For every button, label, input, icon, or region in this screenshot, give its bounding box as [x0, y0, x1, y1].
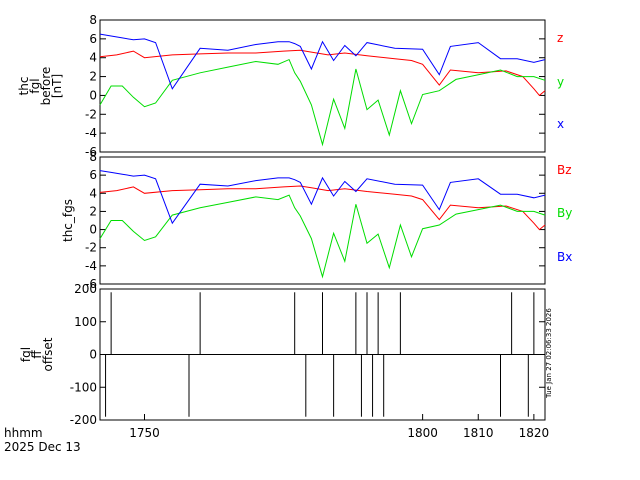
y-tick-label: 6 [89, 168, 97, 182]
y-tick-label: -4 [85, 126, 97, 140]
series-line-Bx [99, 170, 546, 225]
series-line-By [99, 194, 546, 279]
x-tick-label: 1750 [129, 426, 160, 440]
chart-panels: -6-4-202468thcfglbefore[nT]zyx-6-4-20246… [17, 13, 572, 440]
panel-frame [99, 156, 546, 285]
y-axis-label: fgl [28, 78, 42, 93]
y-tick-label: 0 [89, 223, 97, 237]
y-tick-label: 8 [89, 150, 97, 164]
y-tick-label: -6 [85, 277, 97, 291]
y-tick-label: 6 [89, 32, 97, 46]
y-tick-label: 8 [89, 13, 97, 27]
y-axis-label: ff [30, 350, 44, 359]
y-tick-label: 4 [89, 51, 97, 65]
y-axis-label: offset [41, 337, 55, 371]
y-axis-label: [nT] [50, 74, 64, 98]
x-tick-label: 1820 [519, 426, 550, 440]
legend-Bz: Bz [557, 163, 572, 177]
legend-y: y [557, 75, 564, 89]
y-tick-label: 100 [74, 315, 97, 329]
series-line-Bz [99, 185, 546, 231]
legend-Bx: Bx [557, 250, 572, 264]
x-tick-label: 1810 [463, 426, 494, 440]
panel-3: -200 -100 0 100 200 1750 1800 1810 1820 fglffoffs… [19, 282, 549, 440]
legend-By: By [557, 206, 572, 220]
y-tick-label: -200 [70, 413, 97, 427]
series-line-x [99, 33, 546, 90]
x-axis-date-label: 2025 Dec 13 [4, 440, 81, 454]
y-axis-label: thc [17, 77, 31, 96]
y-tick-label: -2 [85, 107, 97, 121]
x-tick-label: 1800 [407, 426, 438, 440]
timestamp-label: Tue Jan 27 02:06:33 2026 [545, 308, 553, 399]
y-tick-label: -6 [85, 145, 97, 159]
y-tick-label: -4 [85, 259, 97, 273]
y-tick-label: 2 [89, 204, 97, 218]
y-tick-label: 200 [74, 282, 97, 296]
y-axis-label: thc_fgs [61, 199, 75, 242]
y-tick-label: -100 [70, 380, 97, 394]
y-axis-label: before [39, 67, 53, 106]
y-axis-label: fgl [19, 347, 33, 362]
y-tick-label: 0 [89, 348, 97, 362]
x-axis-units-label: hhmm [4, 426, 43, 440]
series-line-z [99, 49, 546, 97]
panel-frame [99, 19, 546, 153]
y-tick-label: 0 [89, 88, 97, 102]
y-tick-label: 4 [89, 186, 97, 200]
y-tick-label: -2 [85, 241, 97, 255]
legend-x: x [557, 117, 564, 131]
legend-z: z [557, 31, 563, 45]
series-line-y [99, 58, 546, 147]
panel-2: -6 -4 -2 0 2 4 6 8 thc_fgs Bz By Bx [61, 150, 572, 291]
y-tick-label: 2 [89, 70, 97, 84]
